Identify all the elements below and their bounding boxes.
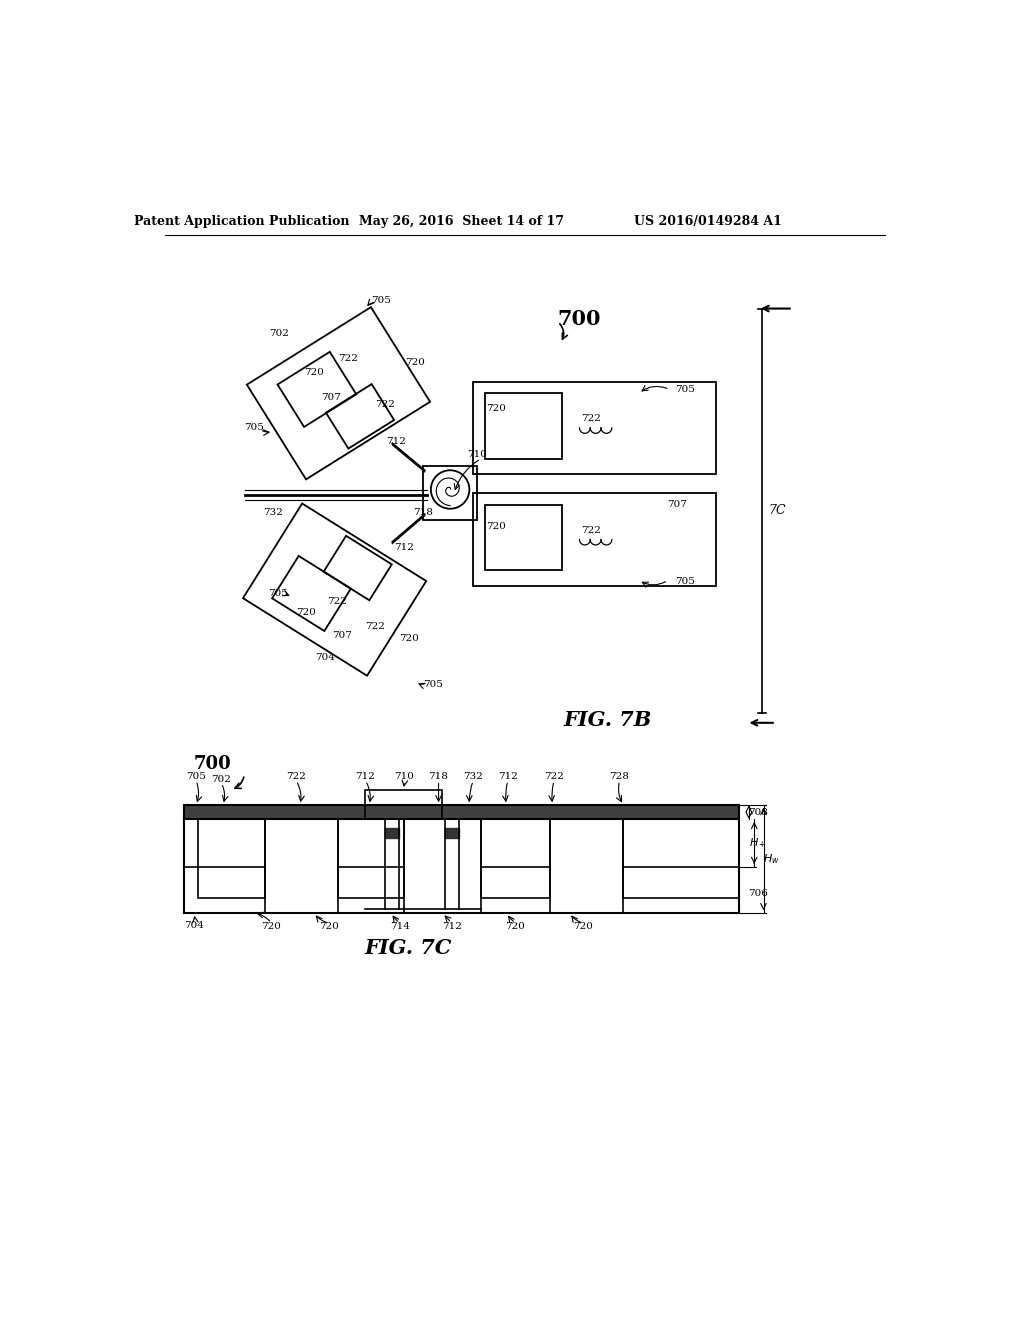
Text: 712: 712 bbox=[386, 437, 407, 446]
Text: 720: 720 bbox=[304, 368, 324, 378]
Text: 722: 722 bbox=[366, 622, 385, 631]
Text: 705: 705 bbox=[268, 589, 289, 598]
Text: 712: 712 bbox=[498, 772, 518, 781]
Text: 722: 722 bbox=[581, 525, 601, 535]
Bar bbox=[473, 381, 716, 474]
Text: 720: 720 bbox=[573, 923, 593, 932]
Bar bbox=[366, 789, 442, 818]
Bar bbox=[484, 506, 562, 570]
Bar bbox=[184, 805, 739, 818]
Text: 702: 702 bbox=[212, 775, 231, 784]
Bar bbox=[339, 818, 403, 898]
Text: $H_w$: $H_w$ bbox=[763, 853, 779, 866]
Text: 700: 700 bbox=[557, 309, 600, 329]
Text: 707: 707 bbox=[333, 631, 352, 640]
Text: 705: 705 bbox=[675, 577, 695, 586]
Text: Patent Application Publication: Patent Application Publication bbox=[134, 215, 350, 228]
Text: 704: 704 bbox=[183, 921, 204, 929]
Bar bbox=[473, 494, 716, 586]
Bar bbox=[199, 818, 265, 898]
Text: 712: 712 bbox=[441, 923, 462, 932]
Text: FIG. 7C: FIG. 7C bbox=[365, 937, 452, 957]
Text: 707: 707 bbox=[668, 500, 687, 510]
Text: 720: 720 bbox=[296, 609, 316, 618]
Text: 722: 722 bbox=[544, 772, 564, 781]
Text: 712: 712 bbox=[394, 543, 414, 552]
Text: 720: 720 bbox=[506, 923, 525, 932]
Text: 710: 710 bbox=[394, 772, 414, 781]
Text: 705: 705 bbox=[244, 424, 264, 433]
Text: 700: 700 bbox=[195, 755, 231, 774]
Text: 712: 712 bbox=[355, 772, 376, 781]
Text: 720: 720 bbox=[399, 634, 419, 643]
Polygon shape bbox=[385, 829, 398, 838]
Bar bbox=[423, 466, 477, 520]
Polygon shape bbox=[444, 829, 459, 838]
Text: 718: 718 bbox=[429, 772, 449, 781]
Text: 7C: 7C bbox=[769, 504, 786, 517]
Text: 707: 707 bbox=[321, 392, 341, 401]
Text: 710: 710 bbox=[467, 450, 487, 459]
Bar bbox=[484, 393, 562, 459]
Text: 705: 705 bbox=[675, 385, 695, 393]
Text: 728: 728 bbox=[609, 772, 630, 781]
Text: 720: 720 bbox=[486, 404, 506, 413]
Text: 720: 720 bbox=[486, 521, 506, 531]
Text: 722: 722 bbox=[339, 354, 358, 363]
Bar bbox=[624, 818, 739, 898]
Text: 722: 722 bbox=[375, 400, 394, 409]
Text: 705: 705 bbox=[186, 772, 206, 781]
Text: 722: 722 bbox=[581, 414, 601, 424]
Bar bbox=[481, 818, 550, 898]
Text: 705: 705 bbox=[423, 680, 443, 689]
Text: 720: 720 bbox=[261, 923, 282, 932]
Text: $H_+$: $H_+$ bbox=[750, 836, 767, 850]
Text: 722: 722 bbox=[327, 597, 347, 606]
Text: 720: 720 bbox=[319, 923, 339, 932]
Text: 708: 708 bbox=[749, 808, 768, 817]
Text: 732: 732 bbox=[263, 508, 283, 517]
Text: 714: 714 bbox=[390, 923, 410, 932]
Text: US 2016/0149284 A1: US 2016/0149284 A1 bbox=[634, 215, 782, 228]
Text: 706: 706 bbox=[749, 890, 768, 898]
Text: 705: 705 bbox=[371, 297, 391, 305]
Text: 718: 718 bbox=[414, 508, 433, 517]
Text: 720: 720 bbox=[406, 358, 425, 367]
Text: May 26, 2016  Sheet 14 of 17: May 26, 2016 Sheet 14 of 17 bbox=[359, 215, 564, 228]
Text: 704: 704 bbox=[314, 653, 335, 661]
Text: 702: 702 bbox=[269, 330, 289, 338]
Text: FIG. 7B: FIG. 7B bbox=[564, 710, 652, 730]
Text: 722: 722 bbox=[286, 772, 306, 781]
Text: 732: 732 bbox=[463, 772, 483, 781]
